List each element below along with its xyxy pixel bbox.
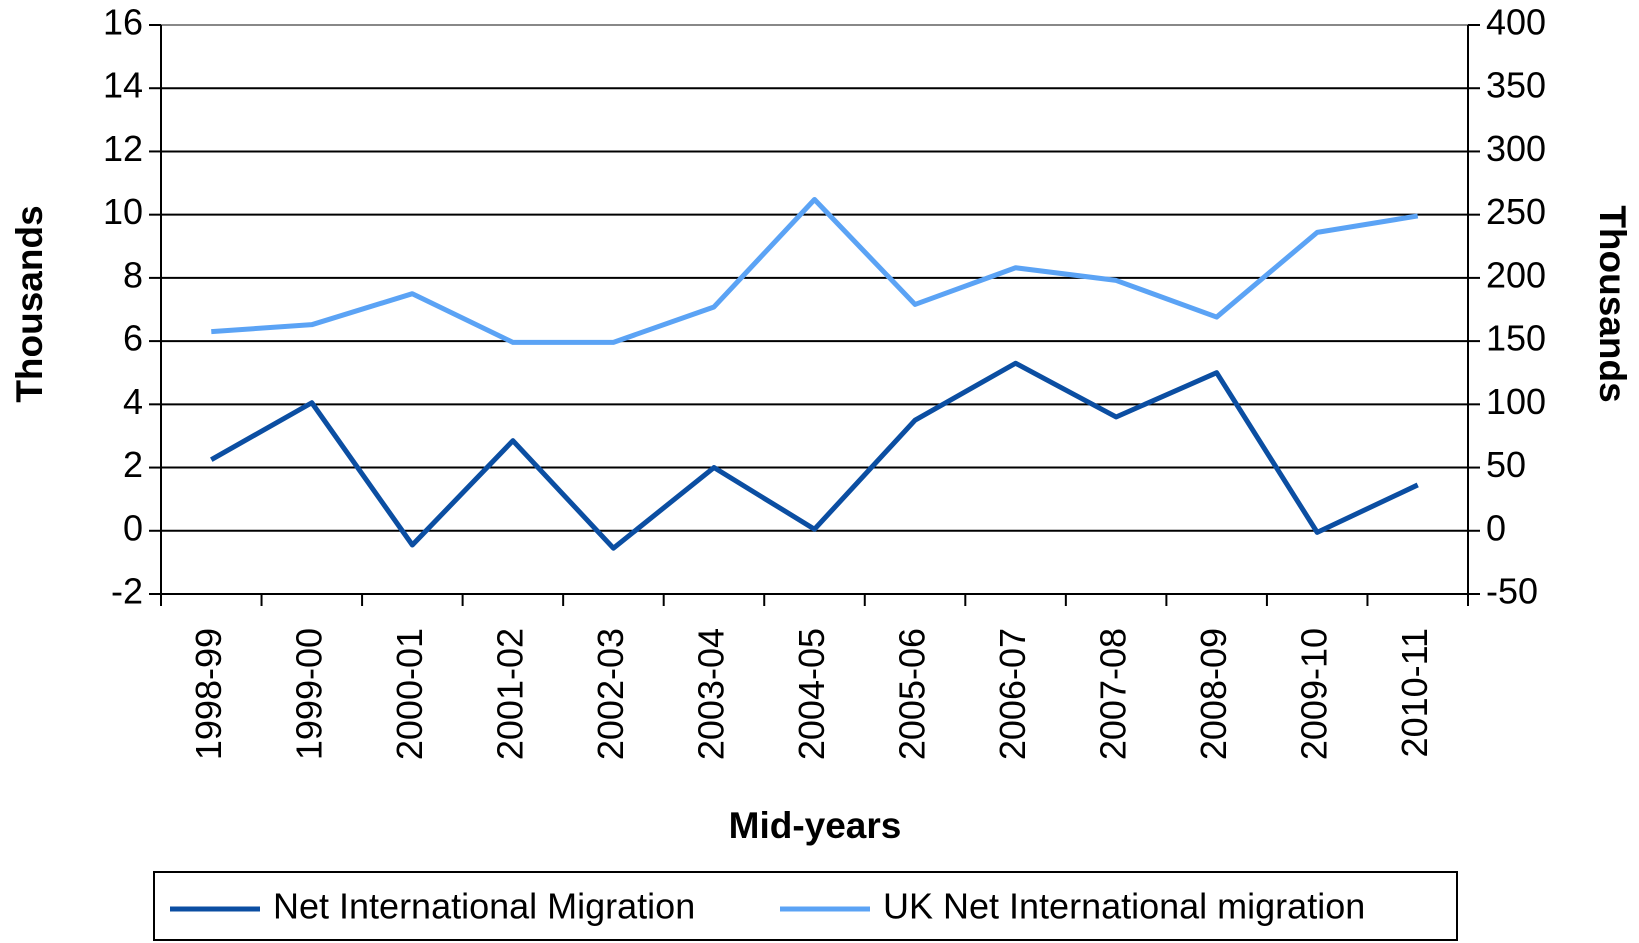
- series-line: [211, 196, 1419, 345]
- y-tick-label: 12: [103, 128, 143, 169]
- y-tick-label: 4: [123, 381, 143, 422]
- y-tick-label: 10: [103, 191, 143, 232]
- y2-tick-label: 300: [1486, 128, 1546, 169]
- x-tick-label: 2002-03: [590, 628, 631, 760]
- y-tick-label: 2: [123, 444, 143, 485]
- y2-tick-label: 400: [1486, 2, 1546, 43]
- y-axis-title: Thousands: [9, 205, 50, 402]
- x-tick-label: 2008-09: [1193, 628, 1234, 760]
- x-tick-label: 2001-02: [489, 628, 530, 760]
- y2-tick-label: 250: [1486, 191, 1546, 232]
- y2-tick-label: 350: [1486, 65, 1546, 106]
- y2-tick-label: 150: [1486, 318, 1546, 359]
- x-tick-label: 2007-08: [1093, 628, 1134, 760]
- y2-tick-label: 200: [1486, 254, 1546, 295]
- x-axis-title: Mid-years: [729, 805, 902, 846]
- x-tick-label: 2000-01: [389, 628, 430, 760]
- y2-tick-label: 50: [1486, 444, 1526, 485]
- y2-tick-label: 100: [1486, 381, 1546, 422]
- x-tick-label: 2006-07: [992, 628, 1033, 760]
- y2-tick-label: 0: [1486, 507, 1506, 548]
- series-line: [210, 360, 1419, 551]
- y-tick-label: -2: [111, 571, 143, 612]
- x-tick-label: 2003-04: [690, 628, 731, 760]
- y-tick-label: 16: [103, 2, 143, 43]
- legend-label: Net International Migration: [273, 886, 695, 927]
- x-tick-label: 2010-11: [1394, 628, 1435, 757]
- y-tick-label: 0: [123, 507, 143, 548]
- x-tick-label: 2004-05: [791, 628, 832, 760]
- x-tick-label: 1999-00: [288, 628, 329, 760]
- y-tick-label: 6: [123, 318, 143, 359]
- y-tick-label: 14: [103, 65, 143, 106]
- legend-box: [153, 871, 1458, 941]
- x-tick-label: 1998-99: [188, 628, 229, 760]
- x-tick-label: 2009-10: [1294, 628, 1335, 760]
- y-tick-label: 8: [123, 254, 143, 295]
- y2-axis-title: Thousands: [1592, 205, 1633, 402]
- legend-label: UK Net International migration: [883, 886, 1365, 927]
- y2-tick-label: -50: [1486, 571, 1538, 612]
- x-tick-label: 2005-06: [892, 628, 933, 760]
